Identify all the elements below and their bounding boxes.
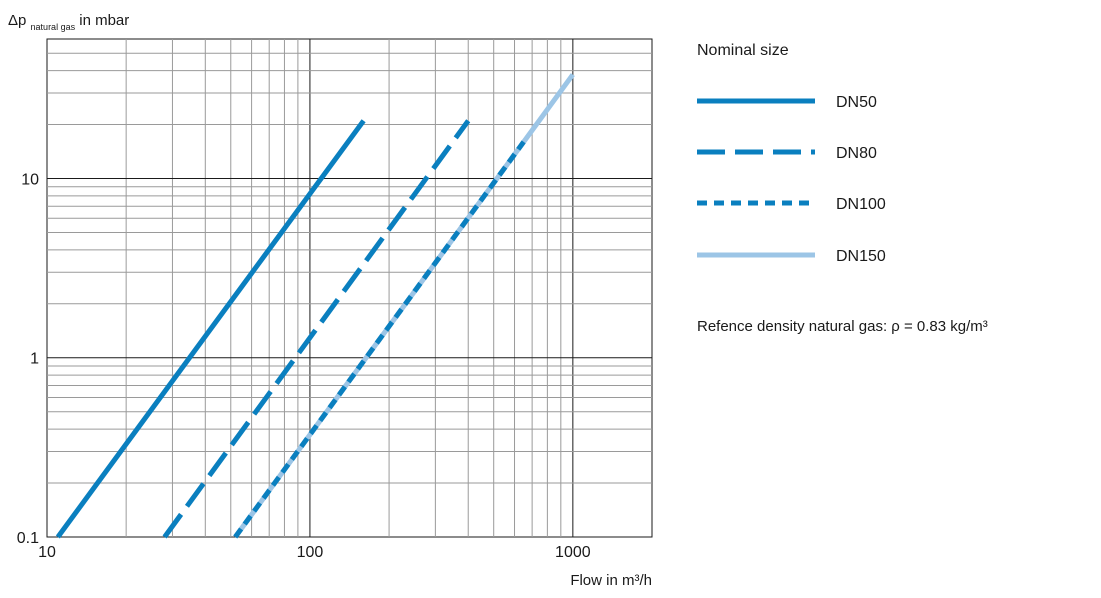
series-line-dn150: [233, 73, 575, 539]
series-line-dn100: [233, 140, 526, 539]
legend-label-dn50: DN50: [836, 94, 877, 111]
y-axis-label-main: Δp: [8, 12, 26, 29]
x-tick-label: 10: [38, 544, 56, 561]
plot-frame: [46, 38, 653, 538]
x-axis-label: Flow in m³/h: [570, 572, 652, 589]
legend: DN50 DN80 DN100 DN150: [697, 94, 886, 265]
y-axis-label-sub: natural gas: [31, 22, 76, 32]
x-tick-label: 1000: [555, 544, 591, 561]
tick-labels: 10 100 1000 0.1 1 10: [17, 171, 591, 561]
legend-label-dn80: DN80: [836, 145, 877, 162]
series-line-dn50: [55, 119, 366, 539]
y-tick-label: 0.1: [17, 530, 39, 547]
density-note: Refence density natural gas: ρ = 0.83 kg…: [697, 318, 988, 335]
legend-title: Nominal size: [697, 42, 789, 59]
y-axis-label: Δp natural gas in mbar: [8, 12, 129, 34]
series-lines: [55, 73, 575, 539]
y-tick-label: 10: [21, 171, 39, 188]
series-line-dn80: [162, 119, 471, 539]
y-axis-label-unit: in mbar: [79, 12, 129, 29]
legend-label-dn100: DN100: [836, 196, 886, 213]
y-tick-label: 1: [30, 351, 39, 368]
grid: [46, 38, 653, 538]
x-tick-label: 100: [297, 544, 324, 561]
legend-label-dn150: DN150: [836, 248, 886, 265]
